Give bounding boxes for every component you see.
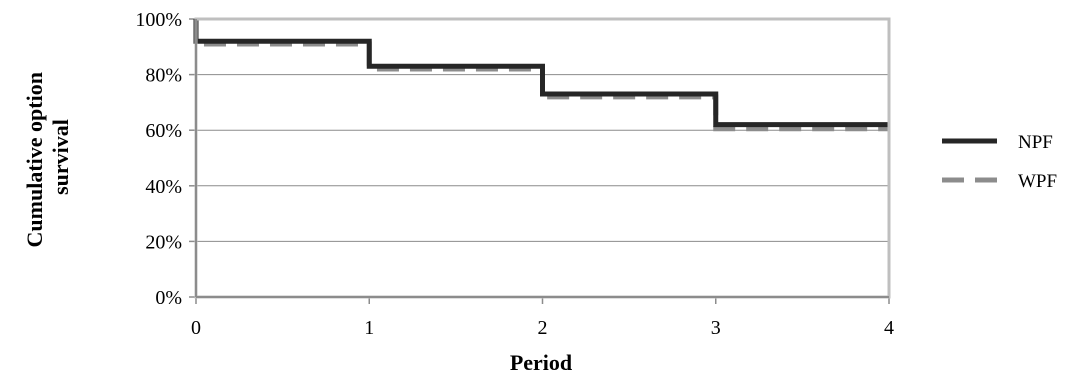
y-axis-title: Cumulative option survival bbox=[22, 67, 73, 248]
x-tick-label: 0 bbox=[191, 317, 201, 339]
y-tick-label: 40% bbox=[145, 176, 182, 198]
gridlines bbox=[196, 74, 889, 242]
y-axis-title-line-1: Cumulative option bbox=[22, 72, 47, 247]
series-line-npf bbox=[193, 19, 889, 128]
x-axis-title: Period bbox=[510, 350, 572, 375]
legend-label-wpf: WPF bbox=[1018, 171, 1057, 192]
legend: NPF WPF bbox=[942, 132, 1057, 192]
series-layer bbox=[193, 19, 889, 132]
x-tick-label: 3 bbox=[711, 317, 721, 339]
y-axis-ticks: 0% 20% 40% 60% 80% 100% bbox=[135, 9, 196, 309]
x-tick-label: 2 bbox=[538, 317, 548, 339]
x-tick-label: 1 bbox=[364, 317, 374, 339]
y-axis-title-line-2: survival bbox=[48, 119, 73, 195]
y-tick-label: 100% bbox=[135, 9, 182, 31]
y-tick-label: 0% bbox=[155, 287, 182, 309]
x-tick-label: 4 bbox=[884, 317, 894, 339]
y-tick-label: 80% bbox=[145, 65, 182, 87]
y-tick-label: 60% bbox=[145, 120, 182, 142]
plot-area-border bbox=[194, 17, 891, 299]
x-axis-ticks: 0 1 2 3 4 bbox=[191, 297, 894, 339]
y-tick-label: 20% bbox=[145, 231, 182, 253]
legend-label-npf: NPF bbox=[1018, 132, 1053, 153]
